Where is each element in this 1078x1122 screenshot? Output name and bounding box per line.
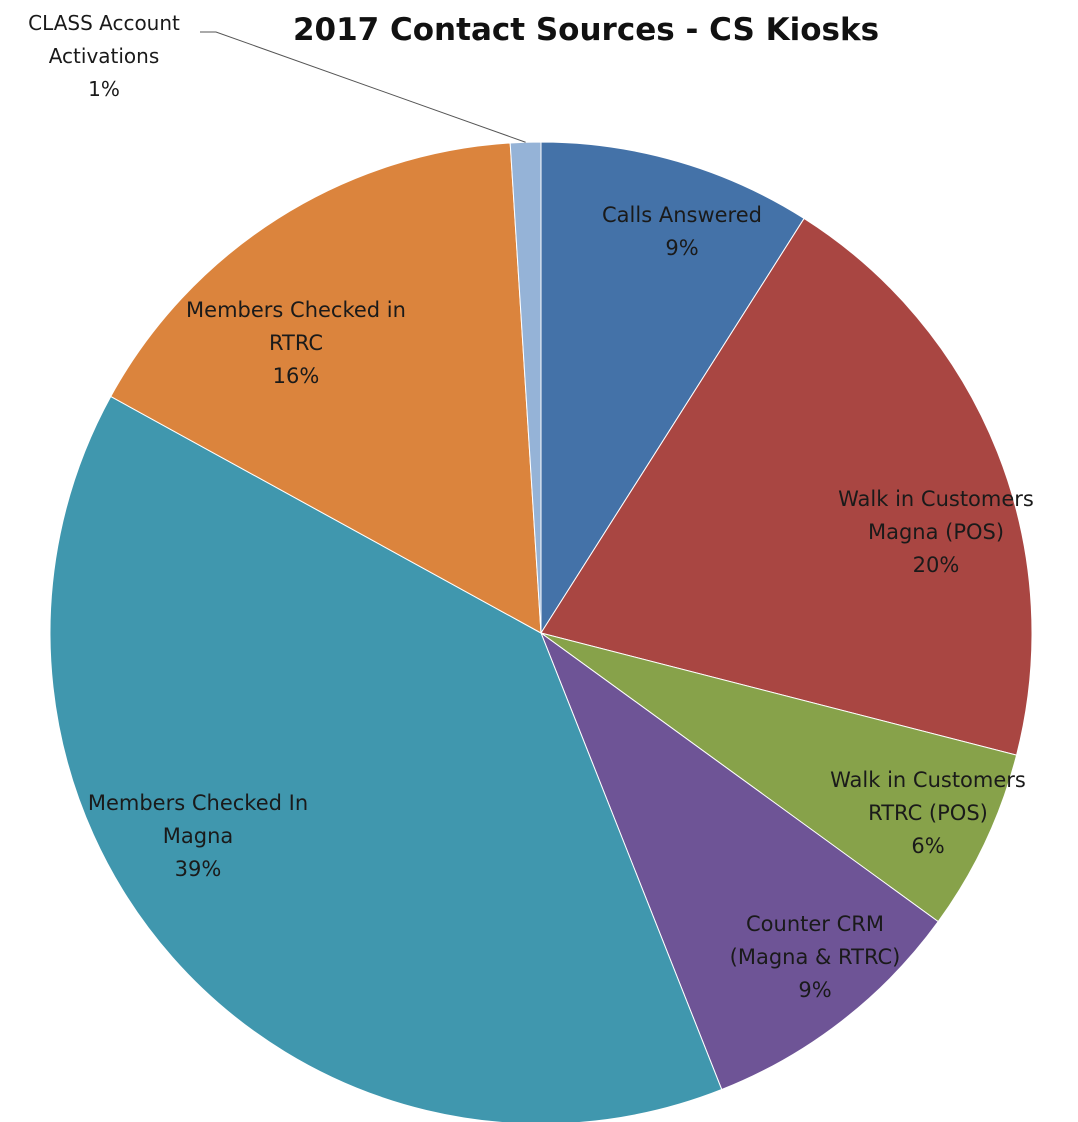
pie-slice-walk-in-customers-magna-pos <box>540 217 1033 756</box>
pie-slices <box>49 141 1033 1122</box>
slice-label-calls-answered-9: Calls Answered 9% <box>602 203 762 260</box>
slice-label-line: Members Checked in <box>186 298 406 322</box>
slice-label-walk-in-customers-rtrc-pos-6: Walk in Customers RTRC (POS) 6% <box>830 768 1026 858</box>
pie-slice-members-checked-in-magna <box>49 395 723 1122</box>
slice-labels: Calls Answered 9% Walk in Customers Magna (… <box>28 11 1034 1002</box>
slice-label-line: 39% <box>175 857 222 881</box>
slice-label-members-checked-in-rtrc-16: Members Checked in RTRC 16% <box>186 298 406 388</box>
slice-label-line: 6% <box>911 834 944 858</box>
pie-slice-calls-answered <box>540 141 805 635</box>
pie-slice-walk-in-customers-rtrc-pos <box>540 632 1018 923</box>
slice-label-line: RTRC <box>269 331 323 355</box>
slice-label-line: Counter CRM <box>746 912 884 936</box>
callout-leader-line <box>200 31 526 143</box>
slice-label-class-account-activations-1: CLASS Account Activations 1% <box>28 11 180 101</box>
slice-label-line: Walk in Customers <box>830 768 1026 792</box>
pie-slice-counter-crm-magna-rtrc <box>539 631 939 1091</box>
pie-slice-class-account-activations <box>509 141 542 634</box>
slice-label-members-checked-in-magna-39: Members Checked In Magna 39% <box>88 791 308 881</box>
slice-label-line: (Magna & RTRC) <box>730 945 901 969</box>
slice-label-line: 9% <box>798 978 831 1002</box>
slice-label-line: Magna <box>163 824 234 848</box>
slice-label-counter-crm-magna-rtrc-9: Counter CRM (Magna & RTRC) 9% <box>730 912 901 1002</box>
slice-label-line: Calls Answered <box>602 203 762 227</box>
slice-label-line: 9% <box>665 236 698 260</box>
slice-label-line: CLASS Account <box>28 11 180 35</box>
slice-label-line: Magna (POS) <box>868 520 1004 544</box>
slice-label-walk-in-customers-magna-pos-20: Walk in Customers Magna (POS) 20% <box>838 487 1034 577</box>
slice-label-line: Walk in Customers <box>838 487 1034 511</box>
chart-title: 2017 Contact Sources - CS Kiosks <box>293 12 879 48</box>
pie-slice-members-checked-in-rtrc <box>110 142 542 634</box>
slice-label-line: RTRC (POS) <box>868 801 988 825</box>
slice-label-line: Activations <box>49 44 160 68</box>
slice-label-line: 16% <box>273 364 320 388</box>
slice-label-line: 20% <box>913 553 960 577</box>
slice-label-line: Members Checked In <box>88 791 308 815</box>
slice-label-line: 1% <box>88 77 120 101</box>
